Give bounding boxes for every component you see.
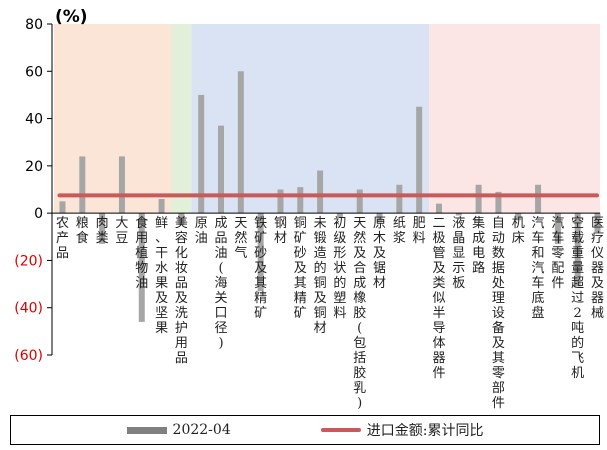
y-tick-label-7: (60) bbox=[14, 348, 43, 364]
band-1 bbox=[171, 24, 192, 214]
y-tick-label-3: 20 bbox=[25, 159, 43, 175]
x-tick-label: 原油 bbox=[195, 216, 208, 246]
bar bbox=[158, 198, 165, 214]
x-tick-label: 粮食 bbox=[76, 216, 89, 246]
x-tick-label: 铁矿砂及其精矿 bbox=[254, 216, 267, 321]
bar bbox=[396, 184, 403, 214]
legend-label-line: 进口金额:累计同比 bbox=[366, 423, 484, 439]
x-tick-label: 汽车和汽车底盘 bbox=[532, 216, 545, 321]
bar bbox=[277, 189, 284, 214]
bar bbox=[218, 125, 225, 214]
x-tick-label: 食用植物油 bbox=[135, 215, 148, 291]
y-tick-label-1: 60 bbox=[25, 64, 43, 80]
bar bbox=[297, 187, 304, 214]
y-tick-label-0: 80 bbox=[25, 17, 43, 33]
legend-swatch-line bbox=[320, 428, 361, 432]
x-tick-label: 鲜、干水果及坚果 bbox=[155, 216, 168, 336]
x-tick-label: 肥料 bbox=[413, 216, 426, 246]
y-unit-label: (%) bbox=[55, 7, 88, 27]
bar bbox=[435, 203, 442, 214]
x-tick-label: 纸浆 bbox=[393, 216, 406, 246]
legend: 2022-04 进口金额:累计同比 bbox=[10, 415, 600, 445]
x-tick-label: 空载重量超过 2 吨的飞机 bbox=[571, 216, 584, 381]
y-tick-label-5: (20) bbox=[14, 253, 43, 269]
bar bbox=[495, 191, 502, 214]
bar bbox=[416, 106, 423, 214]
x-tick-label: 肉类 bbox=[96, 216, 109, 246]
bar bbox=[59, 201, 66, 214]
bar bbox=[574, 213, 581, 287]
band-0 bbox=[54, 24, 172, 214]
x-tick-label: 铜矿砂及其精矿 bbox=[294, 216, 307, 321]
x-tick-label: 天然气 bbox=[234, 216, 247, 261]
x-tick-label: 液晶显示板 bbox=[452, 216, 465, 291]
bar bbox=[118, 156, 125, 214]
chart: 80 60 40 20 0 (20) (40) (60) (%) 农产品粮食肉类大豆食用植物油鲜、… bbox=[14, 7, 604, 411]
bar bbox=[356, 189, 363, 214]
bar bbox=[336, 213, 343, 218]
band-3 bbox=[429, 24, 600, 214]
x-tick-label: 大豆 bbox=[115, 216, 128, 246]
bar bbox=[475, 184, 482, 214]
x-tick-label: 自动数据处理设备及其零部件 bbox=[492, 216, 505, 411]
legend-label-bar: 2022-04 bbox=[172, 422, 231, 438]
bar bbox=[376, 213, 383, 223]
bar bbox=[594, 213, 601, 233]
x-tick-label: 医疗仪器及器械 bbox=[591, 216, 604, 321]
bar bbox=[198, 94, 205, 214]
x-tick-label: 农产品 bbox=[56, 216, 69, 261]
x-tick-label: 机床 bbox=[512, 216, 525, 246]
x-tick-label: 二极管及类似半导体器件 bbox=[432, 216, 445, 381]
x-tick-label: 美容化妆品及洗护用品 bbox=[175, 216, 188, 366]
bar bbox=[515, 213, 522, 221]
y-tick-label-4: 0 bbox=[34, 206, 43, 222]
bar bbox=[455, 213, 462, 216]
bar bbox=[257, 213, 264, 292]
legend-item-line: 进口金额:累计同比 bbox=[320, 420, 484, 440]
legend-swatch-bar bbox=[126, 426, 167, 434]
bar bbox=[99, 213, 106, 244]
bar bbox=[317, 170, 324, 214]
y-tick-label-2: 40 bbox=[25, 112, 43, 128]
x-tick-label: 原木及锯材 bbox=[373, 216, 386, 291]
x-tick-label: 初级形状的塑料 bbox=[333, 216, 346, 321]
bar bbox=[535, 184, 542, 214]
bar bbox=[554, 213, 561, 244]
legend-item-bar: 2022-04 bbox=[126, 422, 231, 438]
x-tick-label: 未锻造的铜及铜材 bbox=[314, 216, 327, 336]
bar bbox=[79, 156, 86, 214]
bar bbox=[178, 213, 185, 225]
x-tick-label: 集成电路 bbox=[472, 215, 485, 276]
band-2 bbox=[191, 24, 430, 214]
y-tick-label-6: (40) bbox=[14, 301, 43, 317]
bar bbox=[237, 71, 244, 214]
x-tick-label: 钢材 bbox=[274, 216, 287, 246]
x-tick-label: 天然及合成橡胶(包括胶乳) bbox=[353, 216, 366, 411]
bar bbox=[138, 213, 145, 322]
x-tick-label: 汽车零配件 bbox=[551, 216, 564, 291]
x-tick-label: 成品油(海关口径) bbox=[215, 216, 228, 351]
